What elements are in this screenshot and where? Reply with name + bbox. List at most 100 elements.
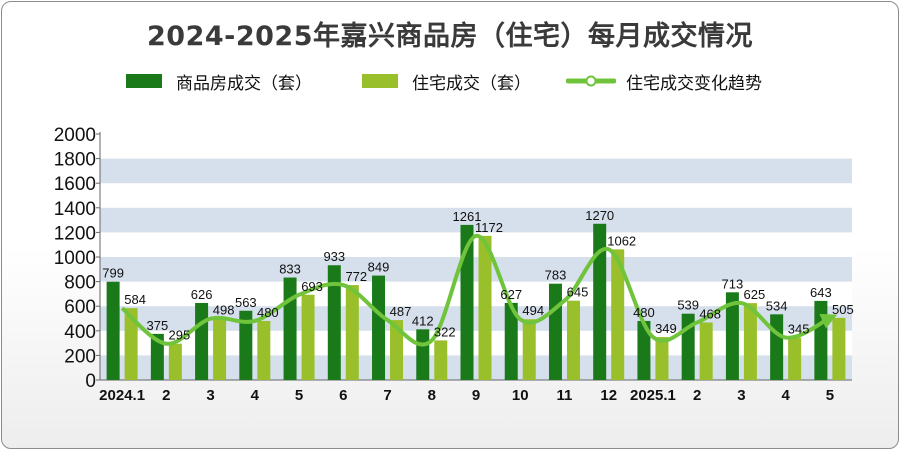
x-tick-label: 2 bbox=[693, 387, 701, 404]
bar-residential bbox=[257, 320, 271, 380]
bar-residential bbox=[213, 318, 227, 380]
data-label-commercial: 412 bbox=[412, 313, 434, 328]
data-label-residential: 584 bbox=[124, 292, 146, 307]
data-label-residential: 295 bbox=[169, 328, 191, 343]
data-label-residential: 349 bbox=[655, 321, 677, 336]
bar-commercial bbox=[283, 277, 297, 380]
bar-residential bbox=[832, 317, 846, 380]
data-label-residential: 1172 bbox=[475, 220, 503, 235]
bar-residential bbox=[743, 303, 757, 380]
legend-residential: 住宅成交（套） bbox=[362, 68, 531, 94]
x-tick-label: 4 bbox=[251, 387, 260, 404]
x-tick-label: 12 bbox=[600, 387, 617, 404]
data-label-commercial: 783 bbox=[545, 268, 567, 283]
bar-residential bbox=[390, 320, 404, 380]
data-label-residential: 498 bbox=[213, 303, 235, 318]
bar-residential bbox=[699, 322, 713, 380]
data-label-commercial: 480 bbox=[633, 305, 655, 320]
y-tick-label: 1400 bbox=[54, 199, 96, 220]
data-label-residential: 345 bbox=[788, 322, 810, 337]
bar-residential bbox=[788, 337, 802, 380]
y-tick-label: 0 bbox=[85, 371, 96, 392]
data-label-commercial: 534 bbox=[766, 298, 788, 313]
y-tick-label: 2000 bbox=[54, 125, 96, 146]
data-label-commercial: 833 bbox=[279, 262, 301, 277]
y-tick-label: 600 bbox=[64, 297, 96, 318]
bar-residential bbox=[301, 294, 315, 380]
bar-commercial bbox=[106, 281, 120, 380]
data-label-residential: 772 bbox=[345, 269, 367, 284]
data-label-commercial: 539 bbox=[677, 298, 699, 313]
grid-band bbox=[100, 355, 852, 380]
bar-commercial bbox=[770, 314, 784, 380]
legend-trend-swatch bbox=[566, 75, 616, 87]
x-tick-label: 2 bbox=[162, 387, 170, 404]
trend-line bbox=[120, 233, 838, 347]
y-tick-label: 800 bbox=[64, 273, 96, 294]
legend-residential-swatch bbox=[362, 74, 398, 88]
bar-residential bbox=[522, 319, 536, 380]
x-tick-label: 3 bbox=[206, 387, 214, 404]
y-tick-label: 400 bbox=[64, 322, 96, 343]
data-label-commercial: 627 bbox=[500, 287, 522, 302]
x-tick-label: 5 bbox=[295, 387, 303, 404]
x-tick-label: 10 bbox=[512, 387, 529, 404]
bar-commercial bbox=[593, 223, 607, 380]
x-tick-label: 2024.1 bbox=[99, 387, 145, 404]
data-label-commercial: 849 bbox=[368, 260, 390, 275]
y-tick-label: 1800 bbox=[54, 150, 96, 171]
legend-commercial: 商品房成交（套） bbox=[126, 68, 312, 94]
x-tick-label: 11 bbox=[557, 387, 573, 404]
x-tick-label: 7 bbox=[383, 387, 391, 404]
bar-residential bbox=[168, 343, 182, 380]
grid-band bbox=[100, 207, 852, 233]
x-tick-label: 5 bbox=[826, 387, 834, 404]
x-tick-label: 9 bbox=[472, 387, 480, 404]
data-label-residential: 480 bbox=[257, 305, 279, 320]
data-label-residential: 693 bbox=[301, 279, 323, 294]
data-label-commercial: 1270 bbox=[585, 208, 614, 223]
legend-trend-label: 住宅成交变化趋势 bbox=[626, 73, 762, 94]
data-label-residential: 487 bbox=[390, 304, 412, 319]
y-tick-label: 200 bbox=[64, 346, 96, 367]
bar-commercial bbox=[372, 275, 386, 380]
data-label-commercial: 799 bbox=[102, 266, 124, 281]
x-tick-label: 8 bbox=[428, 387, 436, 404]
data-label-residential: 505 bbox=[832, 302, 854, 317]
bar-commercial bbox=[327, 265, 341, 380]
x-tick-label: 3 bbox=[737, 387, 745, 404]
legend-commercial-swatch bbox=[126, 74, 162, 88]
bar-commercial bbox=[239, 310, 253, 380]
bar-commercial bbox=[416, 329, 430, 380]
data-label-residential: 1062 bbox=[607, 233, 636, 248]
bar-residential bbox=[434, 340, 448, 380]
legend-commercial-label: 商品房成交（套） bbox=[176, 73, 312, 94]
data-label-residential: 468 bbox=[699, 306, 721, 321]
y-tick-label: 1000 bbox=[54, 248, 96, 269]
bar-commercial bbox=[460, 224, 474, 380]
chart-title: 2024-2025年嘉兴商品房（住宅）每月成交情况 bbox=[147, 21, 753, 52]
x-tick-label: 6 bbox=[339, 387, 347, 404]
x-tick-label: 2025.1 bbox=[630, 387, 676, 404]
data-label-residential: 494 bbox=[522, 303, 544, 318]
bar-commercial bbox=[504, 302, 518, 380]
legend-residential-label: 住宅成交（套） bbox=[412, 73, 531, 94]
bar-commercial bbox=[150, 333, 164, 380]
grid-band bbox=[100, 158, 852, 184]
grid-band bbox=[100, 257, 852, 282]
data-label-commercial: 933 bbox=[323, 249, 345, 264]
legend: 商品房成交（套） 住宅成交（套） 住宅成交变化趋势 bbox=[0, 68, 900, 94]
y-tick-label: 1600 bbox=[54, 174, 96, 195]
bar-residential bbox=[124, 308, 138, 380]
bar-residential bbox=[611, 249, 625, 380]
data-label-commercial: 375 bbox=[147, 318, 169, 333]
bar-commercial bbox=[637, 320, 651, 380]
data-label-commercial: 1261 bbox=[453, 209, 482, 224]
data-label-commercial: 713 bbox=[722, 276, 744, 291]
data-label-commercial: 563 bbox=[235, 295, 257, 310]
bar-commercial bbox=[195, 303, 209, 380]
data-label-residential: 625 bbox=[744, 287, 766, 302]
bar-residential bbox=[655, 337, 669, 380]
bar-commercial bbox=[725, 292, 739, 380]
